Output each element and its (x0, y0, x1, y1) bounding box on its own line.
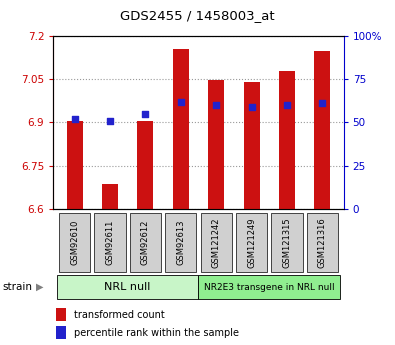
Text: GDS2455 / 1458003_at: GDS2455 / 1458003_at (120, 9, 275, 22)
Text: NR2E3 transgene in NRL null: NR2E3 transgene in NRL null (204, 283, 335, 292)
Bar (57, 275, 199, 299)
Point (284, 102, 290, 108)
Bar (67, 121, 83, 209)
Text: GSM121249: GSM121249 (247, 217, 256, 268)
Text: GSM121242: GSM121242 (212, 217, 221, 268)
Bar (130, 213, 161, 272)
Text: transformed count: transformed count (73, 310, 164, 319)
Bar (94, 213, 126, 272)
Bar (236, 213, 267, 272)
Bar (208, 80, 224, 209)
Point (319, 101, 325, 106)
Point (248, 104, 255, 110)
Text: NRL null: NRL null (105, 282, 151, 292)
Bar (173, 49, 189, 209)
Text: strain: strain (2, 282, 32, 292)
Bar (59, 213, 90, 272)
Point (178, 99, 184, 105)
Bar (56, 308, 66, 321)
Point (213, 102, 219, 108)
Bar (165, 213, 196, 272)
Bar (137, 121, 153, 209)
Bar (279, 71, 295, 209)
Text: GSM92612: GSM92612 (141, 220, 150, 265)
Bar (244, 82, 260, 209)
Bar (314, 51, 330, 209)
Text: GSM121316: GSM121316 (318, 217, 327, 268)
Bar (102, 184, 118, 209)
Bar (201, 213, 232, 272)
Text: GSM92610: GSM92610 (70, 220, 79, 265)
Bar (199, 275, 340, 299)
Text: percentile rank within the sample: percentile rank within the sample (73, 328, 239, 337)
Bar (271, 213, 303, 272)
Point (71, 116, 78, 122)
Text: ▶: ▶ (36, 282, 43, 292)
Text: GSM92613: GSM92613 (176, 220, 185, 265)
Text: GSM92611: GSM92611 (105, 220, 115, 265)
Bar (307, 213, 338, 272)
Point (142, 111, 149, 117)
Bar (56, 326, 66, 339)
Point (107, 118, 113, 124)
Text: GSM121315: GSM121315 (282, 217, 292, 268)
